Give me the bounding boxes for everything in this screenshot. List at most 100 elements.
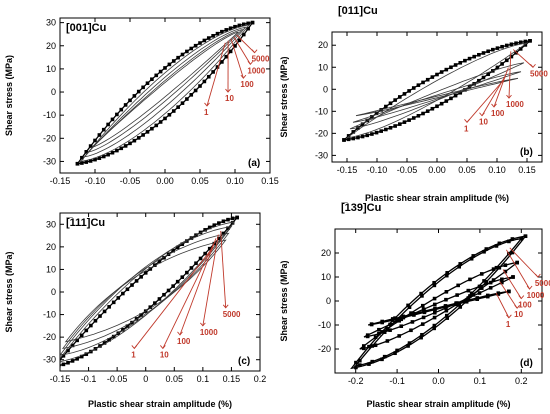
x-tick-label: -0.05 [107, 374, 128, 384]
data-marker [215, 65, 220, 69]
panel-letter: (b) [520, 147, 533, 158]
data-marker [488, 280, 493, 285]
data-marker [421, 315, 426, 320]
arrow-head [251, 49, 258, 54]
data-marker [60, 359, 61, 363]
data-marker [445, 271, 449, 275]
data-marker [101, 154, 106, 159]
data-marker [491, 278, 496, 282]
data-marker [107, 305, 111, 309]
data-marker [193, 88, 198, 93]
data-marker [189, 46, 194, 51]
data-marker [217, 236, 221, 241]
annotation-arrow [466, 79, 504, 123]
data-marker [422, 309, 427, 313]
data-marker [373, 343, 378, 348]
data-marker [485, 293, 490, 298]
data-marker [503, 263, 508, 267]
data-marker [153, 301, 157, 305]
data-marker [398, 95, 402, 99]
data-marker [125, 324, 130, 329]
y-tick-label: 20 [321, 248, 331, 258]
arrow-head [131, 345, 138, 350]
plot-frame [59, 17, 271, 174]
loops [341, 39, 533, 142]
data-marker [432, 280, 436, 285]
data-marker [106, 122, 110, 127]
data-marker [97, 133, 102, 137]
data-marker [202, 38, 207, 43]
data-marker [393, 98, 397, 102]
x-tick-label: -0.2 [348, 376, 364, 386]
annotation-arrow [162, 243, 215, 349]
data-marker [125, 287, 130, 292]
annotation-arrow [493, 67, 509, 108]
data-marker [207, 225, 212, 230]
data-marker [486, 72, 490, 77]
y-tick-label: 0 [326, 296, 331, 306]
x-tick-label: 0.10 [488, 165, 506, 175]
data-marker [519, 236, 524, 241]
data-marker [419, 291, 423, 296]
data-marker [444, 67, 449, 72]
data-marker [449, 96, 453, 101]
data-marker [432, 323, 437, 328]
data-marker [207, 246, 212, 251]
data-marker [370, 359, 375, 364]
data-marker [456, 283, 460, 288]
data-marker [211, 33, 215, 38]
y-tick-label: 30 [46, 18, 56, 28]
data-marker [189, 266, 194, 270]
x-tick-label: 0.0 [432, 376, 445, 386]
data-marker [154, 73, 159, 78]
x-tick-label: 0.05 [458, 165, 476, 175]
data-marker [175, 279, 180, 284]
data-marker [444, 99, 449, 103]
arrow-head [247, 60, 254, 65]
data-marker [130, 283, 134, 287]
data-marker [472, 54, 476, 59]
y-axis-label: Shear stress (MPa) [279, 56, 289, 137]
data-marker [458, 262, 463, 266]
data-marker [143, 271, 148, 275]
cycle-label: 100 [240, 80, 254, 89]
data-marker [115, 148, 119, 153]
data-marker [402, 120, 407, 124]
annotation-arrow [220, 230, 227, 308]
hysteresis-loop [64, 239, 227, 343]
data-marker [514, 41, 518, 46]
data-marker [123, 144, 128, 148]
data-marker [212, 223, 217, 227]
y-tick-label: -10 [318, 320, 331, 330]
data-marker [233, 44, 237, 48]
data-marker [388, 125, 393, 130]
data-marker [449, 65, 453, 70]
data-marker [162, 292, 166, 297]
data-marker [80, 155, 84, 160]
y-tick-label: -10 [43, 110, 56, 120]
data-marker [351, 136, 356, 141]
data-marker [89, 323, 93, 328]
data-marker [206, 74, 211, 79]
data-marker [365, 333, 370, 337]
data-marker [361, 346, 366, 351]
data-marker [221, 231, 226, 236]
data-marker [432, 326, 436, 331]
cycle-label: 1 [204, 108, 209, 117]
x-tick-label: 0.05 [191, 176, 209, 186]
data-marker [468, 294, 472, 298]
y-tick-label: -10 [315, 106, 328, 116]
data-marker [97, 156, 102, 160]
x-tick-label: -0.15 [50, 176, 71, 186]
data-marker [475, 296, 480, 300]
data-marker [407, 89, 411, 93]
data-marker [380, 357, 384, 362]
data-marker [509, 42, 514, 47]
data-marker [80, 161, 84, 165]
panel-c: -0.15 -0.1 -0.05 0 0.05 0.1 0.15 0.23020100-10-… [4, 212, 266, 409]
data-marker [409, 328, 413, 333]
data-marker [455, 293, 459, 297]
data-marker [482, 279, 486, 283]
data-marker [360, 134, 365, 139]
